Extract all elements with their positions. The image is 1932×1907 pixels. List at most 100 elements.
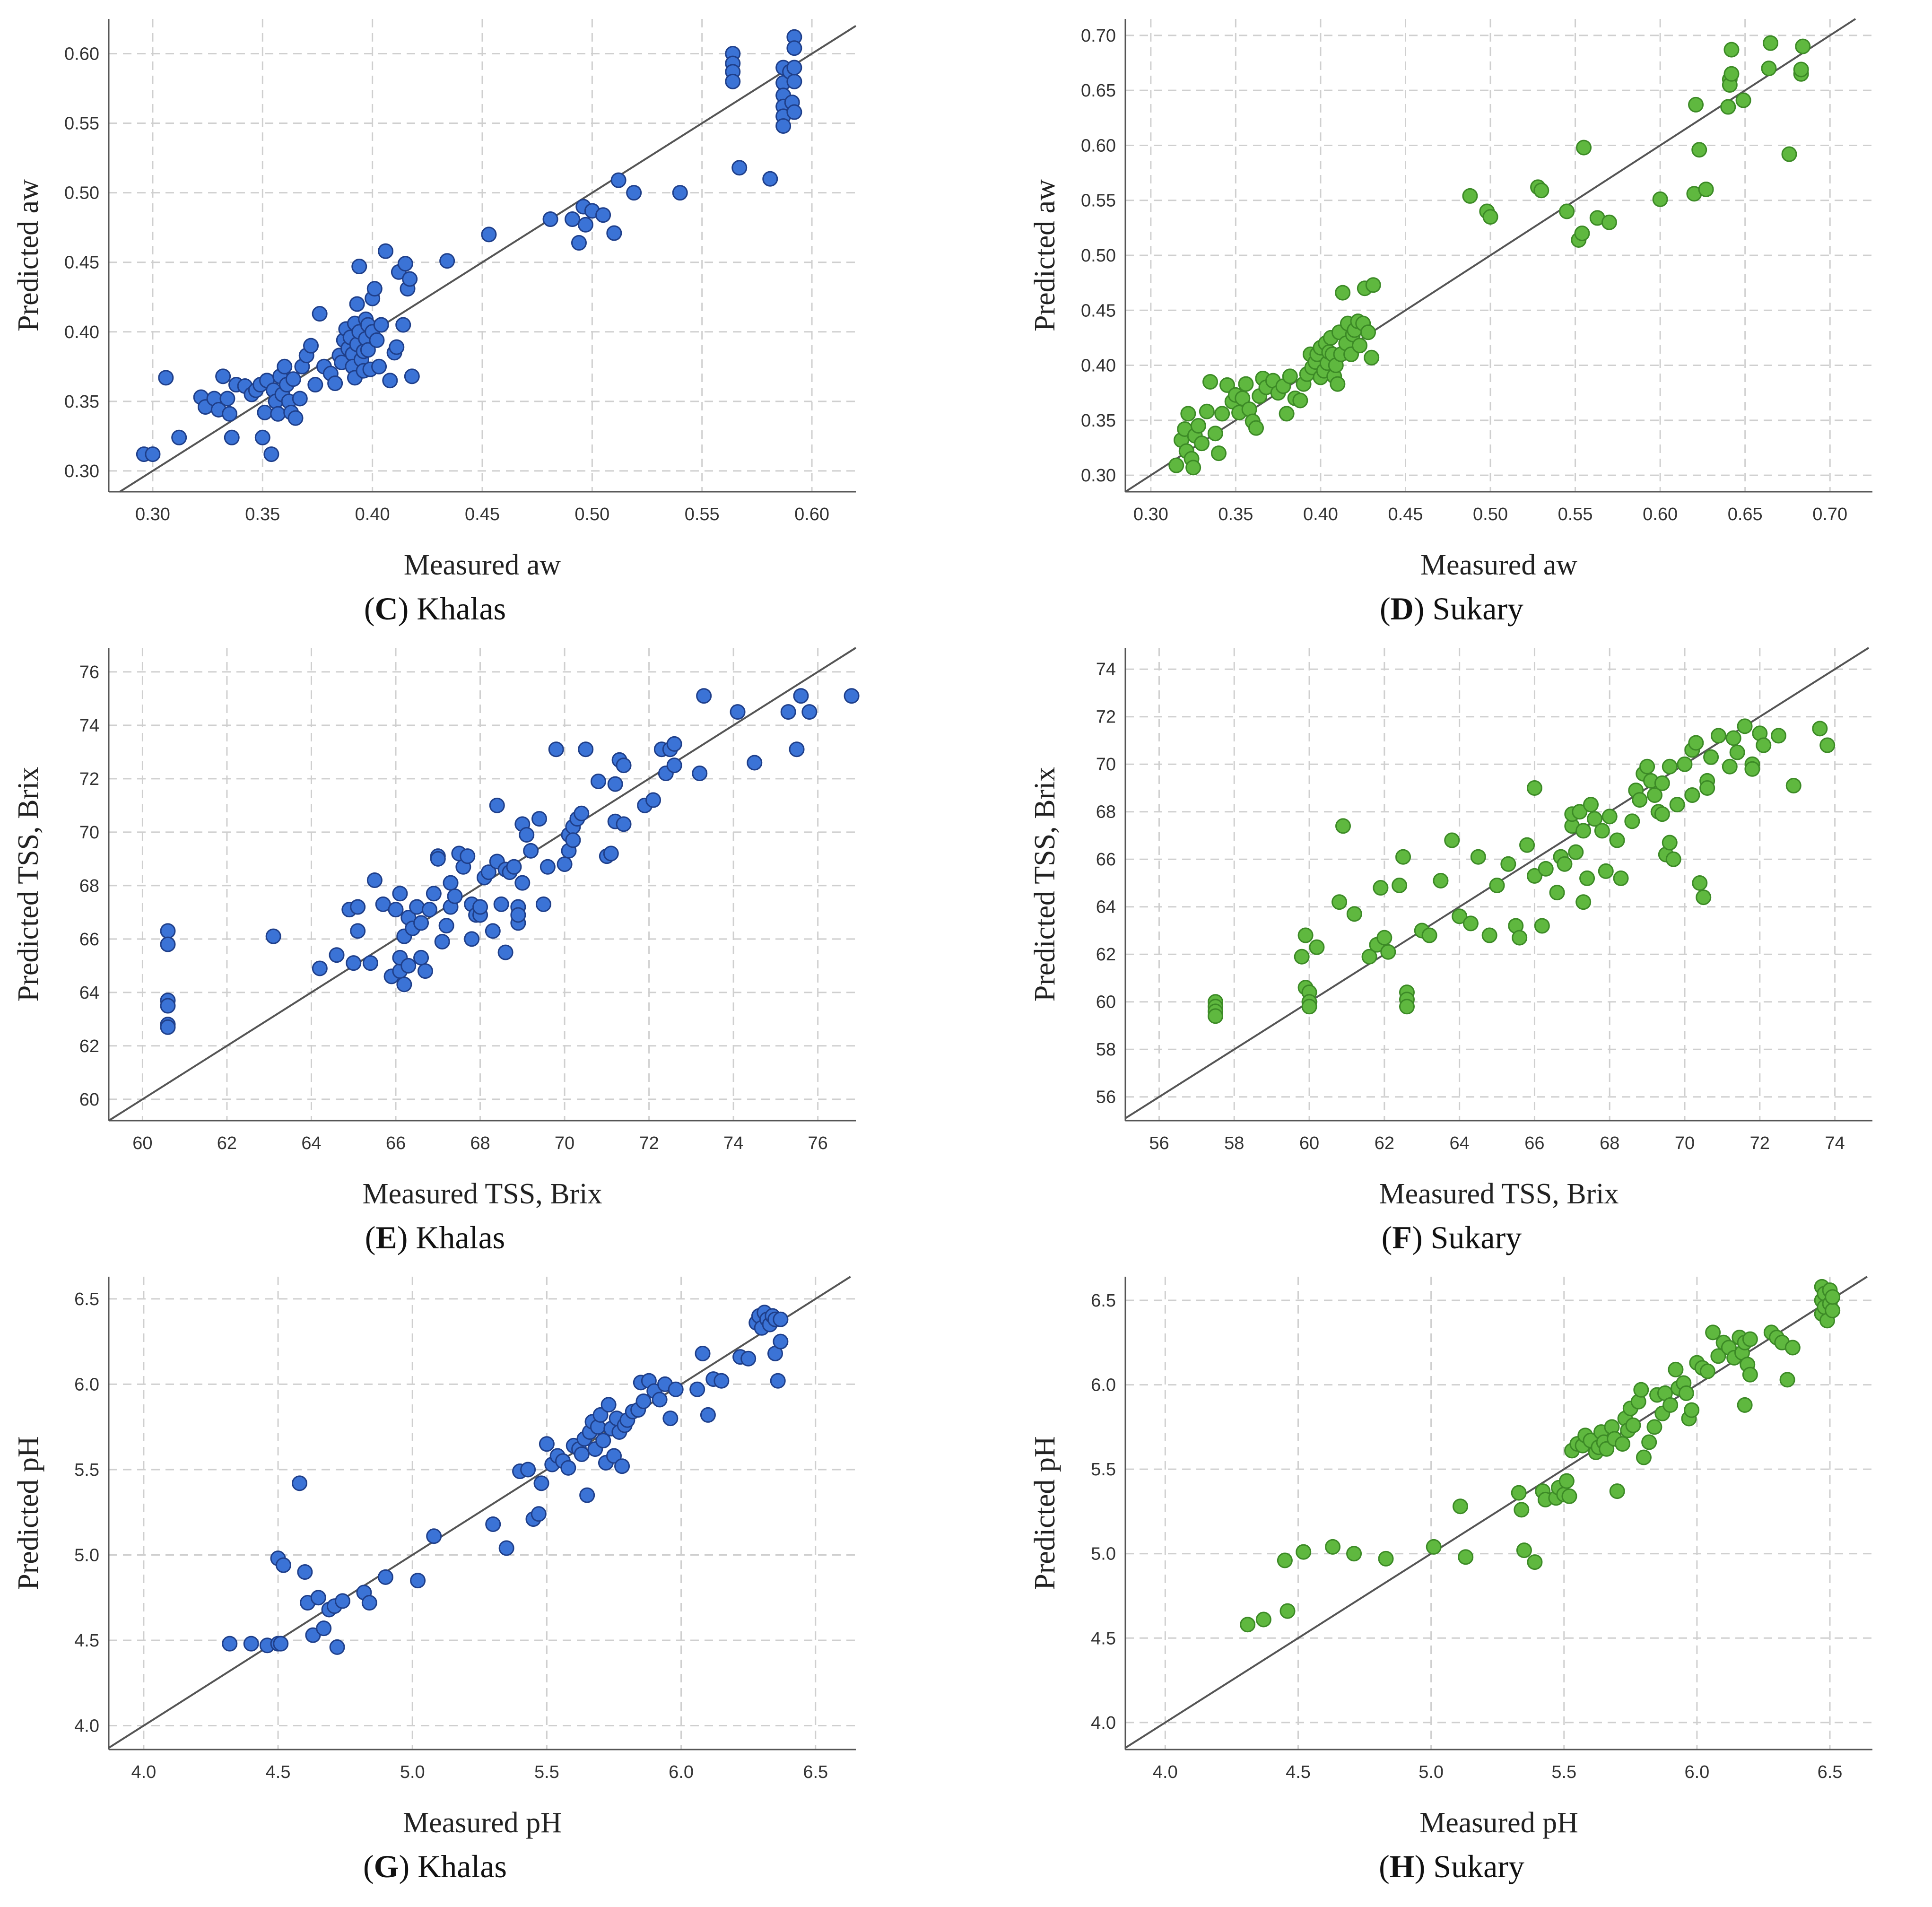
chart-c-ytick-label: 0.30: [64, 462, 99, 481]
chart-e-point: [616, 758, 632, 774]
chart-h-point: [1742, 1367, 1758, 1383]
chart-d-point: [1698, 181, 1714, 197]
chart-g-point: [595, 1433, 611, 1449]
chart-g-point: [292, 1475, 308, 1491]
chart-g-point: [773, 1311, 789, 1327]
chart-h-point: [1684, 1402, 1700, 1418]
chart-g-point: [614, 1458, 630, 1474]
chart-e-point: [392, 886, 408, 902]
caption-f-name: Sukary: [1430, 1219, 1522, 1255]
chart-c-xtick-label: 0.55: [685, 505, 720, 524]
caption-g: (G) Khalas: [363, 1848, 507, 1884]
chart-g-xtick-label: 6.5: [803, 1762, 828, 1782]
chart-d-point: [1335, 285, 1351, 301]
chart-f-point: [1583, 797, 1599, 813]
chart-g-point: [606, 1448, 622, 1464]
chart-c-point: [610, 172, 627, 188]
chart-f-ylabel: Predicted TSS, Brix: [1029, 767, 1061, 1002]
chart-h-xlabel: Measured pH: [1419, 1807, 1578, 1839]
chart-f-point: [1452, 908, 1468, 924]
chart-d-point: [1352, 338, 1368, 354]
chart-c-point: [395, 317, 411, 333]
chart-h-point: [1636, 1449, 1652, 1465]
chart-f-point: [1624, 813, 1640, 829]
chart-e-point: [645, 792, 661, 808]
chart-e-ytick-label: 70: [79, 823, 99, 843]
chart-e-point: [519, 827, 535, 843]
chart-d-ylabel: Predicted aw: [1029, 179, 1061, 331]
chart-f-ytick-label: 70: [1096, 755, 1116, 775]
chart-f-point: [1609, 832, 1625, 848]
chart-e-point: [329, 947, 345, 963]
chart-h-ytick-label: 6.5: [1091, 1291, 1116, 1311]
chart-c-point: [577, 217, 593, 233]
chart-c-ytick-label: 0.55: [64, 114, 99, 134]
chart-e-point: [565, 832, 581, 848]
chart-e-point: [485, 923, 501, 939]
chart-e-point: [497, 944, 513, 960]
chart-e-ylabel: Predicted TSS, Brix: [12, 767, 44, 1002]
chart-f-xtick-label: 58: [1224, 1133, 1244, 1153]
caption-e-letter: E: [375, 1219, 397, 1255]
chart-e-point: [780, 704, 796, 720]
chart-e-ytick-label: 66: [79, 930, 99, 949]
chart-d-point: [1360, 324, 1376, 340]
chart-f-point: [1677, 756, 1693, 772]
chart-h-point: [1668, 1361, 1684, 1377]
chart-f-point: [1819, 737, 1836, 753]
chart-d-point: [1194, 435, 1210, 452]
chart-f-point: [1785, 777, 1801, 793]
chart-h-point: [1452, 1498, 1468, 1515]
chart-f-point: [1557, 856, 1573, 872]
chart-h-point: [1514, 1502, 1530, 1518]
chart-d-xtick-label: 0.60: [1643, 505, 1678, 524]
chart-e-point: [366, 872, 383, 888]
chart-d-xtick-label: 0.35: [1218, 505, 1253, 524]
chart-e-point: [844, 688, 860, 704]
chart-d-point: [1723, 42, 1740, 58]
chart-e-xtick-label: 64: [301, 1133, 321, 1153]
chart-f-point: [1294, 949, 1310, 965]
chart-f-point: [1646, 787, 1662, 803]
chart-e-point: [434, 933, 450, 949]
chart-d-point: [1795, 38, 1811, 54]
chart-f-point: [1744, 761, 1760, 777]
chart-f-point: [1297, 927, 1314, 943]
chart-h-point: [1779, 1372, 1795, 1388]
chart-e-xtick-label: 62: [217, 1133, 237, 1153]
chart-c-xlabel: Measured aw: [404, 549, 561, 581]
chart-c-point: [292, 391, 308, 407]
chart-f-point: [1380, 944, 1396, 960]
chart-e-point: [747, 755, 763, 771]
chart-f-point: [1737, 718, 1753, 734]
chart-g-ytick-label: 6.0: [74, 1375, 99, 1394]
chart-f-point: [1361, 949, 1377, 965]
chart-g-point: [533, 1475, 549, 1491]
chart-g-ytick-label: 4.0: [74, 1716, 99, 1736]
chart-g-ytick-label: 6.5: [74, 1289, 99, 1309]
chart-f-point: [1444, 832, 1460, 848]
chart-f-point: [1534, 918, 1550, 934]
chart-f-point: [1399, 999, 1415, 1015]
chart-c-ylabel: Predicted aw: [12, 179, 44, 331]
chart-f-xtick-label: 72: [1750, 1133, 1770, 1153]
chart-e-point: [430, 851, 446, 867]
chart-h-point: [1678, 1385, 1694, 1401]
chart-e-point: [801, 704, 818, 720]
chart-f-point: [1688, 735, 1704, 751]
chart-e-point: [789, 741, 805, 758]
chart-g-point: [662, 1411, 679, 1427]
caption-c-name: Khalas: [417, 591, 506, 627]
chart-g-ytick-label: 5.0: [74, 1545, 99, 1565]
chart-h-point: [1426, 1539, 1442, 1555]
chart-e-point: [607, 776, 623, 792]
chart-d-point: [1185, 460, 1201, 476]
chart-c-point: [786, 40, 802, 56]
chart-f-point: [1579, 870, 1595, 886]
chart-e-point: [438, 918, 454, 934]
chart-d-point: [1190, 418, 1206, 434]
chart-g-point: [520, 1462, 536, 1478]
chart-e-point: [396, 976, 412, 993]
chart-c-point: [171, 429, 187, 445]
chart-f-xtick-label: 68: [1600, 1133, 1619, 1153]
